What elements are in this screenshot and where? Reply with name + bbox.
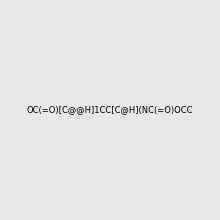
Text: OC(=O)[C@@H]1CC[C@H](NC(=O)OCC: OC(=O)[C@@H]1CC[C@H](NC(=O)OCC — [27, 106, 193, 114]
